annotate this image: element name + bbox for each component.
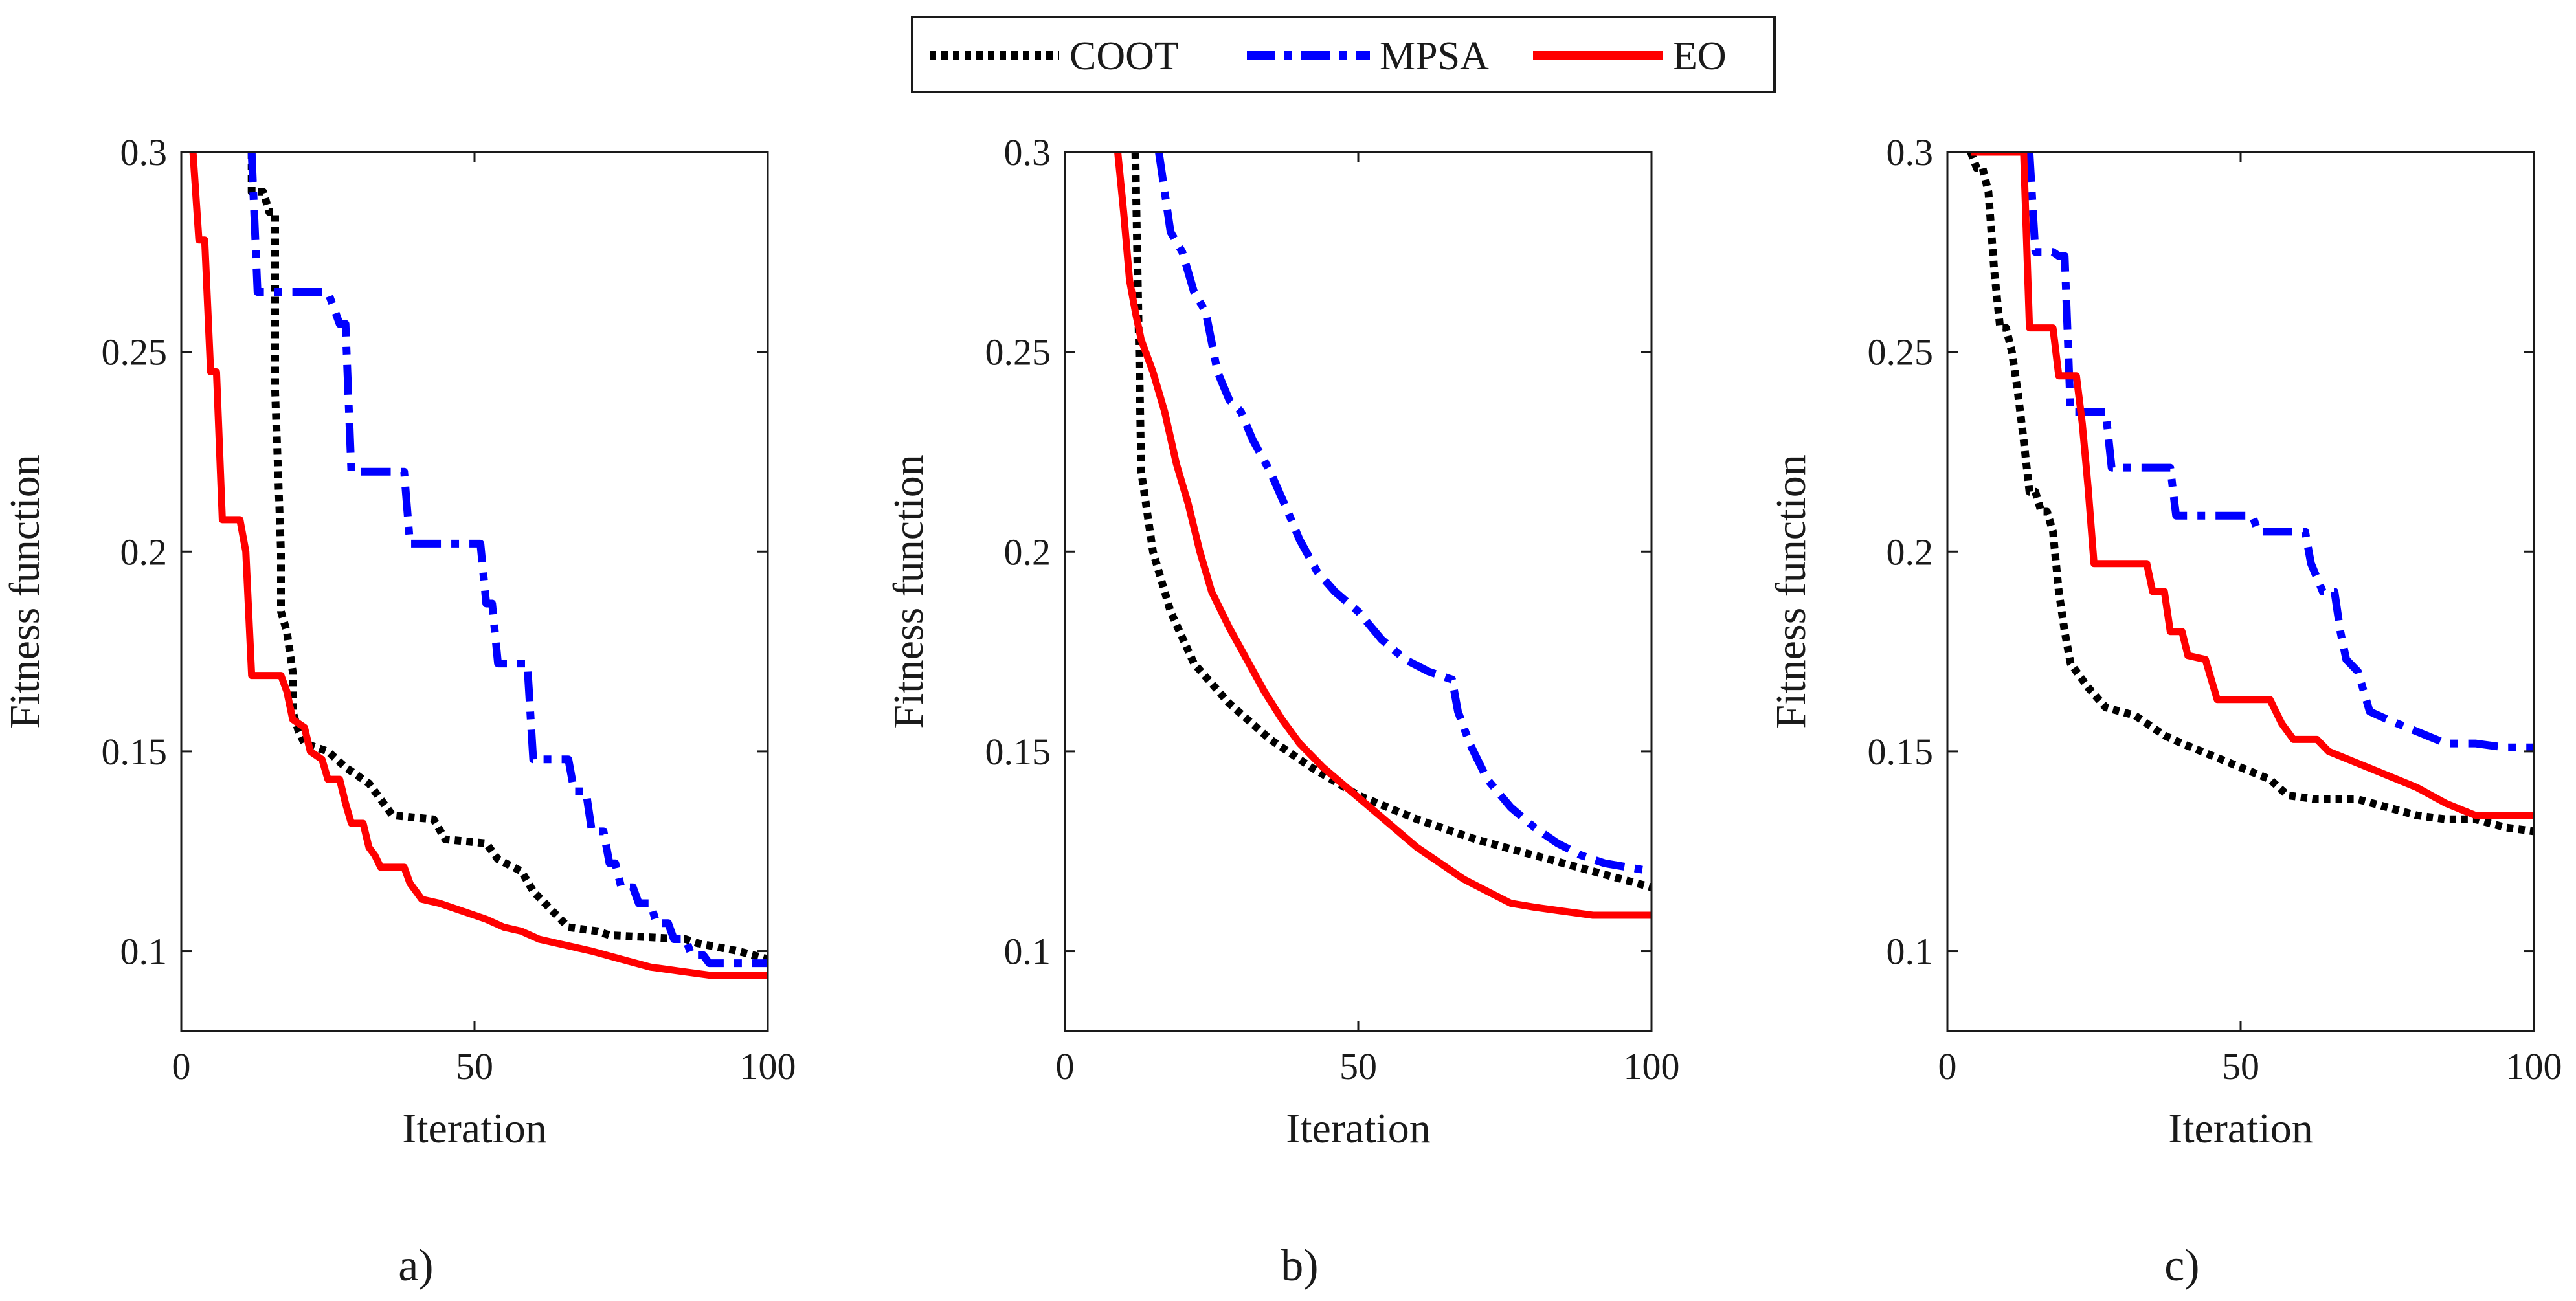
panel-3-ylabel: Fitness function	[1767, 454, 1815, 729]
panel-2-ytick-label: 0.1	[1004, 931, 1051, 973]
panel-3-ytick-label: 0.15	[1868, 731, 1934, 773]
panel-2-xtick-label: 50	[1339, 1045, 1377, 1087]
panel-3-label: c)	[2164, 1241, 2199, 1291]
panel-3-ytick-label: 0.3	[1887, 131, 1934, 173]
panel-1: 0 50 100 0.1 0.15 0.2 0.25 0.3 Iteration Fitness …	[1, 131, 796, 1291]
legend-label-eo: EO	[1673, 34, 1727, 78]
panel-2-ytick-label: 0.25	[985, 331, 1051, 373]
panel-3-series-coot	[1967, 152, 2534, 836]
panel-3-series	[1967, 152, 2534, 836]
panel-1-ytick-label: 0.1	[120, 931, 168, 973]
legend-label-coot: COOT	[1070, 34, 1179, 78]
panel-2-ytick-label: 0.3	[1004, 131, 1051, 173]
panel-1-ylabel: Fitness function	[1, 454, 49, 729]
panel-1-label: a)	[398, 1241, 433, 1291]
panels: 0 50 100 0.1 0.15 0.2 0.25 0.3 Iteration Fitness …	[1, 131, 2562, 1291]
panel-2-series-eo	[1114, 152, 1652, 919]
panel-3-ytick-label: 0.1	[1887, 931, 1934, 973]
panel-2-xlabel: Iteration	[1286, 1105, 1431, 1152]
panel-1-xlabel: Iteration	[402, 1105, 547, 1152]
panel-3-ytick-label: 0.25	[1868, 331, 1934, 373]
panel-3: 0 50 100 0.1 0.15 0.2 0.25 0.3 Iteration Fitness …	[1767, 131, 2562, 1291]
legend-entry-eo: EO	[1533, 34, 1727, 78]
panel-1-xtick-label: 50	[456, 1045, 493, 1087]
panel-2-ylabel: Fitness function	[885, 454, 932, 729]
panel-1-series-eo	[189, 152, 768, 979]
panel-3-xlabel: Iteration	[2168, 1105, 2313, 1152]
panel-1-series	[189, 152, 768, 979]
panel-3-xtick-label: 100	[2506, 1045, 2562, 1087]
panel-2-ytick-label: 0.15	[985, 731, 1051, 773]
legend-entry-mpsa: MPSA	[1247, 34, 1489, 78]
panel-3-ytick-label: 0.2	[1887, 531, 1934, 573]
panel-3-xtick-label: 0	[1938, 1045, 1957, 1087]
panel-2: 0 50 100 0.1 0.15 0.2 0.25 0.3 Iteration Fitness …	[885, 131, 1680, 1291]
panel-1-xtick-label: 100	[740, 1045, 796, 1087]
panel-1-series-mpsa	[247, 152, 768, 968]
legend-entry-coot: COOT	[930, 34, 1179, 78]
panel-1-ytick-label: 0.15	[102, 731, 168, 773]
panel-1-ytick-label: 0.3	[120, 131, 168, 173]
panel-1-ytick-label: 0.25	[102, 331, 168, 373]
panel-2-series	[1114, 152, 1652, 919]
panel-2-ytick-label: 0.2	[1004, 531, 1051, 573]
panel-2-label: b)	[1281, 1241, 1318, 1291]
panel-1-xtick-label: 0	[172, 1045, 191, 1087]
legend: COOT MPSA EO	[911, 16, 1776, 93]
panel-2-xtick-label: 100	[1624, 1045, 1680, 1087]
panel-2-series-mpsa	[1155, 152, 1652, 876]
panel-1-ytick-label: 0.2	[120, 531, 168, 573]
panel-3-series-eo	[1971, 152, 2534, 819]
legend-label-mpsa: MPSA	[1380, 34, 1489, 78]
panel-2-xtick-label: 0	[1056, 1045, 1075, 1087]
panel-2-series-coot	[1131, 152, 1652, 891]
panel-3-series-mpsa	[2025, 152, 2534, 751]
panel-3-xtick-label: 50	[2222, 1045, 2259, 1087]
